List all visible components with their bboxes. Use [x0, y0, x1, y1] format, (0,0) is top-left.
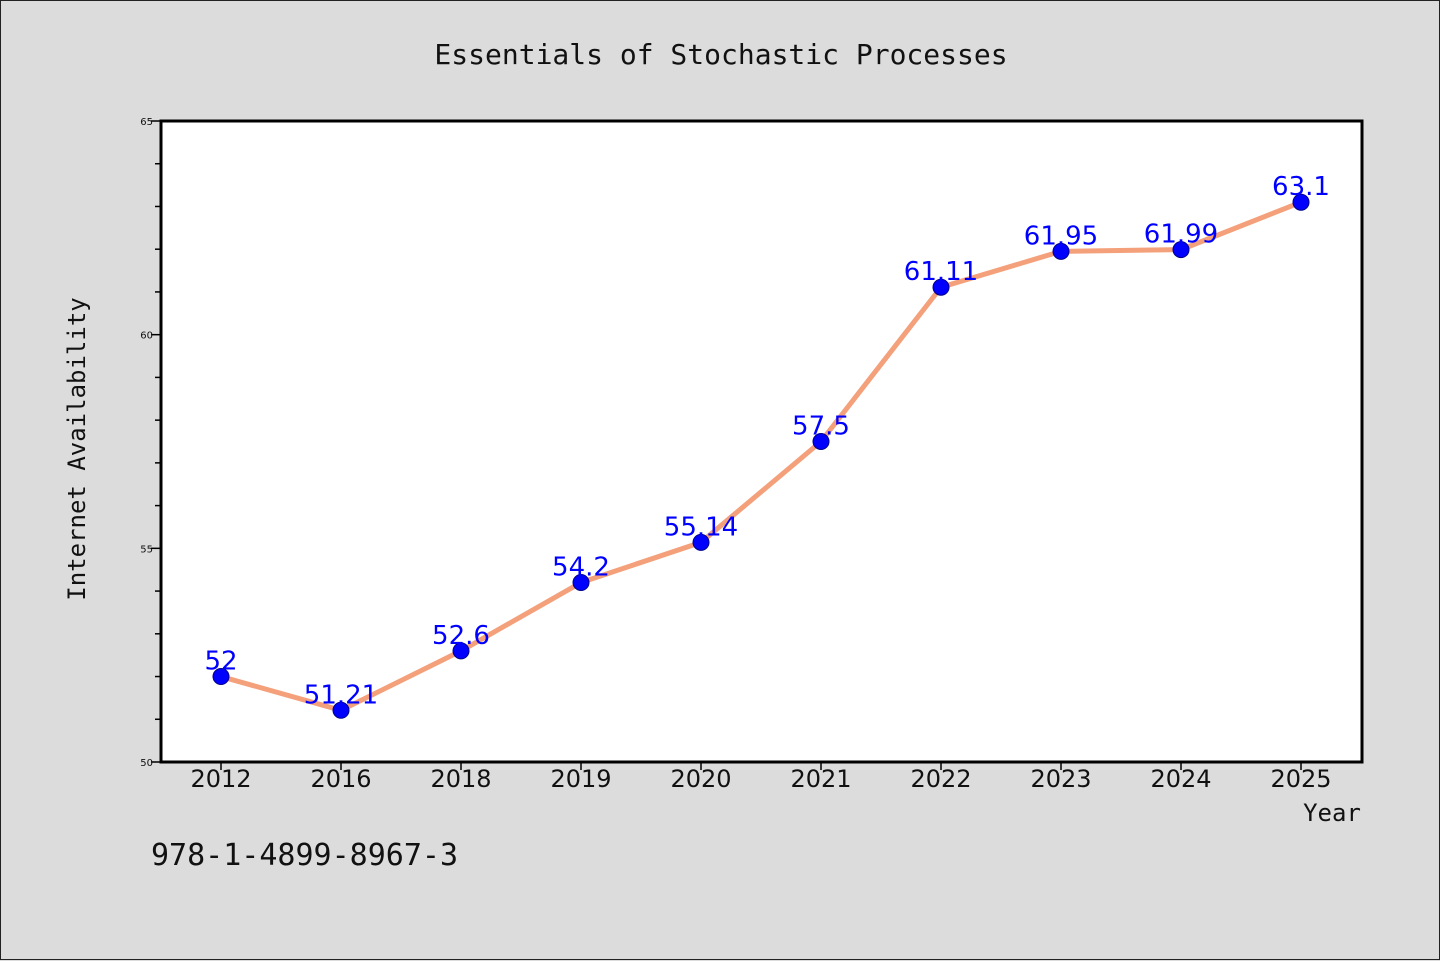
data-point [1052, 242, 1070, 260]
x-axis-label: Year [1303, 799, 1361, 827]
data-label: 52 [204, 647, 237, 677]
x-tick-label: 2018 [430, 765, 491, 793]
x-tick-label: 2021 [790, 765, 851, 793]
data-point [932, 278, 950, 296]
data-point [1172, 241, 1190, 259]
x-tick-label: 2020 [670, 765, 731, 793]
y-tick-label: 55 [140, 544, 153, 555]
data-label: 61.99 [1144, 220, 1218, 250]
x-axis-ticks: 2012 2016 2018 2019 2020 2021 2022 2023 2024 2025 [190, 762, 1332, 793]
data-label: 55.14 [664, 512, 738, 542]
series-markers [212, 193, 1310, 719]
x-tick-label: 2023 [1030, 765, 1091, 793]
plot-area [159, 119, 1364, 764]
data-label: 61.95 [1024, 221, 1098, 251]
y-tick-label: 60 [140, 331, 153, 342]
x-tick-label: 2012 [190, 765, 251, 793]
y-axis-ticks: 50 55 60 65 [140, 117, 161, 769]
y-tick-label: 65 [140, 117, 153, 128]
data-point [452, 642, 470, 660]
x-tick-label: 2024 [1150, 765, 1211, 793]
data-label: 61.11 [904, 257, 978, 287]
data-label: 51.21 [304, 680, 378, 710]
data-point [572, 574, 590, 592]
data-point [332, 701, 350, 719]
data-label: 63.1 [1272, 172, 1330, 202]
x-tick-label: 2022 [910, 765, 971, 793]
x-tick-label: 2019 [550, 765, 611, 793]
x-tick-label: 2025 [1270, 765, 1331, 793]
y-axis-label: Internet Availability [63, 297, 91, 600]
series-line [220, 199, 1302, 713]
x-tick-label: 2016 [310, 765, 371, 793]
data-label: 52.6 [432, 621, 490, 651]
data-label: 54.2 [552, 553, 610, 583]
data-label: 57.5 [792, 412, 850, 442]
data-labels: 52 51.21 52.6 54.2 55.14 57.5 61.11 61.95 61.99 6… [204, 172, 1329, 710]
y-tick-label: 50 [140, 758, 153, 769]
data-point [212, 668, 230, 686]
data-point [692, 533, 710, 551]
data-point [1292, 193, 1310, 211]
isbn-text: 978-1-4899-8967-3 [151, 838, 458, 873]
chart-title: Essentials of Stochastic Processes [434, 38, 1007, 71]
data-point [812, 433, 830, 450]
